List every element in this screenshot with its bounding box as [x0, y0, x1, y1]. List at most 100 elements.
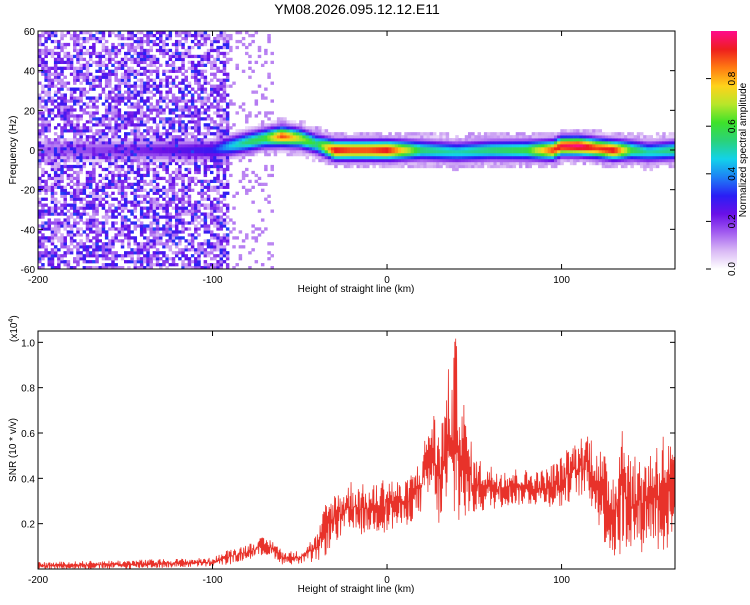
spectrogram-cell: [159, 239, 163, 243]
spectrogram-cell: [159, 164, 163, 169]
spectrogram-cell: [47, 108, 52, 112]
spectrogram-cell: [85, 60, 90, 65]
spectrogram-cell: [302, 138, 306, 142]
spectrogram-cell: [136, 170, 141, 175]
spectrogram-cell: [245, 173, 249, 178]
spectrogram-cell: [136, 39, 141, 44]
spectrogram-cell: [203, 179, 208, 184]
spectrogram-cell: [92, 173, 96, 178]
spectrogram-cell: [582, 132, 587, 136]
spectrogram-cell: [165, 93, 169, 97]
spectrogram-cell: [216, 93, 220, 97]
spectrogram-cell: [216, 158, 220, 163]
spectrogram-cell: [178, 230, 182, 234]
spectrogram-cell: [203, 108, 208, 112]
spectrogram-cell: [289, 120, 294, 124]
spectrogram-cell: [117, 170, 122, 175]
spectrogram-cell: [159, 39, 163, 44]
spectrogram-cell: [241, 69, 246, 73]
spectrogram-cell: [92, 135, 96, 139]
spectrogram-cell: [190, 218, 195, 222]
spectrogram-cell: [155, 66, 160, 70]
spectrogram-cell: [181, 191, 185, 195]
spectrogram-cell: [155, 212, 160, 216]
spectrogram-cell: [503, 141, 507, 145]
spectrogram-cell: [117, 111, 122, 115]
spectrogram-cell: [79, 170, 83, 175]
spectrogram-cell: [168, 173, 173, 178]
spectrogram-cell: [133, 191, 138, 195]
spectrogram-cell: [206, 81, 211, 85]
spectrogram-cell: [448, 161, 453, 166]
spectrogram-cell: [114, 158, 118, 163]
spectrogram-cell: [114, 221, 118, 225]
spectrogram-cell: [232, 227, 236, 231]
spectrogram-cell: [47, 96, 52, 100]
spectrogram-cell: [60, 260, 64, 264]
spectrogram-cell: [209, 144, 214, 148]
spectrogram-cell: [146, 132, 150, 136]
spectrogram-cell: [108, 69, 112, 73]
spectrogram-cell: [117, 150, 122, 154]
spectrogram-cell: [589, 158, 593, 163]
spectrogram-cell: [213, 197, 217, 201]
spectrogram-cell: [120, 141, 125, 145]
spectrogram-cell: [187, 90, 192, 94]
spectrogram-cell: [655, 135, 660, 139]
spectrogram-cell: [321, 155, 325, 160]
spectrogram-cell: [114, 206, 118, 210]
spectrogram-cell: [248, 132, 252, 136]
spectrogram-cell: [305, 152, 310, 157]
spectrogram-cell: [187, 147, 192, 151]
spectrogram-cell: [50, 141, 55, 145]
spectrogram-cell: [257, 209, 262, 213]
spectrogram-cell: [522, 147, 526, 151]
spectrogram-cell: [576, 141, 580, 145]
spectrogram-cell: [155, 254, 160, 258]
spectrogram-cell: [104, 254, 109, 258]
spectrogram-cell: [155, 69, 160, 73]
spectrogram-cell: [69, 206, 74, 210]
spectrogram-cell: [165, 242, 169, 246]
spectrogram-cell: [200, 185, 204, 189]
spectrogram-cell: [149, 150, 153, 154]
spectrogram-cell: [423, 161, 427, 166]
spectrogram-cell: [181, 221, 185, 225]
spectrogram-cell: [63, 191, 67, 195]
spectrogram-cell: [515, 150, 520, 154]
spectrogram-cell: [178, 144, 182, 148]
spectrogram-cell: [601, 161, 606, 166]
spectrogram-cell: [143, 120, 147, 124]
spectrogram-cell: [327, 135, 332, 139]
spectrogram-cell: [522, 150, 526, 154]
spectrogram-cell: [114, 144, 118, 148]
spectrogram-cell: [445, 158, 450, 163]
spectrogram-cell: [222, 36, 227, 41]
spectrogram-cell: [203, 150, 208, 154]
spectrogram-cell: [366, 132, 370, 136]
spectrogram-cell: [225, 263, 230, 267]
spectrogram-cell: [601, 144, 606, 148]
spectrogram-cell: [639, 132, 644, 136]
spectrogram-cell: [467, 147, 472, 151]
spectrogram-cell: [152, 242, 157, 246]
spectrogram-cell: [245, 45, 249, 50]
spectrogram-cell: [44, 185, 48, 189]
spectrogram-cell: [53, 176, 58, 181]
spectrogram-cell: [159, 90, 163, 94]
spectrogram-cell: [162, 54, 166, 59]
spectrogram-cell: [50, 185, 55, 189]
spectrogram-cell: [197, 120, 201, 124]
spectrogram-cell: [101, 129, 106, 133]
spectrogram-cell: [401, 138, 405, 142]
spectrogram-cell: [155, 251, 160, 255]
spectrogram-cell: [63, 42, 67, 47]
spectrogram-cell: [496, 138, 501, 142]
spectrogram-cell: [388, 135, 392, 139]
spectrogram-cell: [174, 209, 179, 213]
spectrogram-cell: [79, 105, 83, 109]
spectrogram-cell: [426, 150, 431, 154]
spectrogram-cell: [146, 215, 150, 219]
spectrogram-cell: [57, 158, 61, 163]
spectrogram-cell: [321, 147, 325, 151]
